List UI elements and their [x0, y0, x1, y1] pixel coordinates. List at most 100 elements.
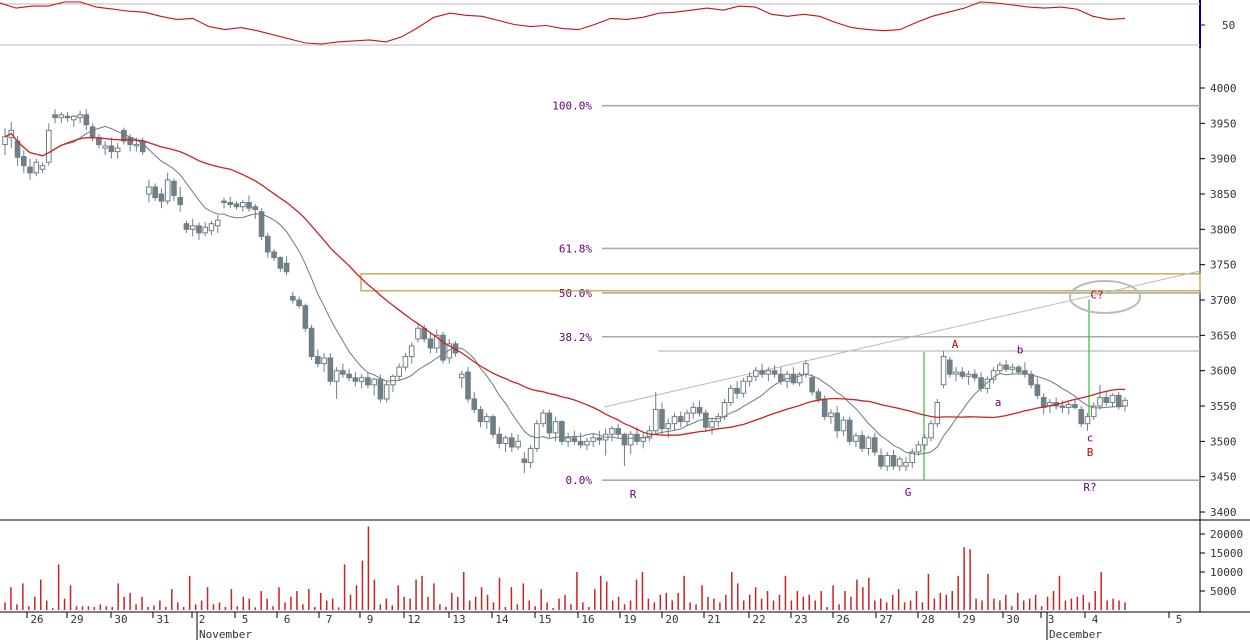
candle-body — [821, 398, 828, 418]
date-label: 16 — [581, 613, 594, 626]
volume-tick-label: 15000 — [1210, 547, 1243, 560]
date-label: 23 — [794, 613, 807, 626]
candle-body — [39, 165, 46, 170]
candle-body — [102, 145, 108, 149]
price-tick-label: 3450 — [1210, 471, 1237, 484]
date-label: 30 — [114, 613, 127, 626]
date-label: 22 — [752, 613, 765, 626]
candle-body — [164, 179, 171, 202]
candle-body — [609, 428, 615, 435]
candle-body — [740, 380, 747, 394]
candle-body — [571, 437, 578, 442]
candle-body — [640, 437, 647, 442]
candle-body — [440, 334, 446, 361]
candle-body — [803, 363, 809, 375]
date-label: 7 — [326, 613, 333, 626]
candle-body — [189, 225, 196, 230]
candle-body — [1072, 404, 1078, 408]
date-label: 14 — [495, 613, 509, 626]
candle-body — [765, 370, 772, 375]
candle-body — [627, 433, 634, 446]
date-label: 26 — [836, 613, 849, 626]
wave-label: C? — [1090, 289, 1103, 302]
candle-body — [1122, 399, 1128, 407]
price-tick-label: 3800 — [1210, 223, 1237, 236]
date-label: 20 — [665, 613, 678, 626]
candle-body — [415, 327, 421, 340]
volume-tick-label: 10000 — [1210, 566, 1243, 579]
wave-label: G — [905, 486, 912, 499]
candle-body — [521, 458, 528, 464]
candle-body — [546, 412, 553, 434]
candle-body — [315, 356, 321, 365]
candle-body — [527, 447, 534, 464]
candle-body — [208, 223, 215, 232]
candle-body — [471, 398, 478, 411]
candle-body — [878, 454, 884, 467]
volume-tick-label: 20000 — [1210, 528, 1243, 541]
candle-body — [202, 226, 209, 234]
candle-body — [696, 406, 703, 414]
wave-label: c — [1087, 431, 1094, 444]
candle-body — [358, 377, 365, 382]
candle-body — [1034, 384, 1041, 396]
date-label: 4 — [1092, 613, 1099, 626]
candle-body — [552, 421, 559, 434]
price-tick-label: 3750 — [1210, 259, 1237, 272]
candle-body — [89, 126, 96, 138]
candle-body — [903, 462, 909, 467]
candle-body — [753, 370, 759, 377]
candle-body — [865, 437, 872, 449]
candle-body — [483, 416, 490, 423]
date-label: 19 — [623, 613, 636, 626]
candle-body — [915, 444, 922, 453]
price-tick-label: 3850 — [1210, 188, 1237, 201]
candle-body — [114, 147, 121, 153]
candle-body — [621, 433, 628, 446]
fibonacci-level-label: 100.0% — [552, 100, 592, 113]
candle-body — [709, 421, 715, 428]
candle-body — [1103, 397, 1110, 403]
candle-body — [346, 373, 352, 379]
candle-body — [1059, 405, 1066, 408]
candle-body — [402, 356, 409, 368]
fibonacci-level-label: 50.0% — [559, 287, 592, 300]
candle-body — [264, 235, 271, 253]
candle-body — [859, 435, 866, 449]
target-ellipse — [1069, 280, 1141, 314]
candle-body — [884, 454, 891, 467]
candle-body — [809, 377, 815, 393]
candle-body — [659, 409, 665, 430]
candle-body — [834, 412, 840, 432]
candle-body — [27, 166, 33, 174]
wave-label: b — [1017, 344, 1024, 357]
candle-body — [953, 371, 959, 375]
trend-line — [603, 270, 1201, 408]
candle-body — [947, 359, 953, 375]
candle-body — [433, 334, 440, 349]
candle-body — [615, 428, 621, 435]
date-label: 29 — [962, 613, 975, 626]
candles-group — [2, 109, 1128, 474]
candle-body — [1040, 397, 1047, 408]
fibonacci-level-label: 38.2% — [559, 331, 592, 344]
candle-body — [590, 437, 596, 442]
fast-moving-average — [4, 125, 1126, 455]
candle-body — [252, 206, 259, 211]
candle-body — [20, 156, 27, 167]
date-label: 21 — [707, 613, 720, 626]
wave-label: B — [1087, 446, 1094, 459]
candle-body — [321, 357, 327, 365]
candle-body — [965, 373, 972, 377]
candle-body — [771, 370, 778, 375]
candle-body — [246, 201, 252, 209]
candle-body — [227, 201, 234, 206]
candle-body — [702, 412, 709, 428]
candle-body — [1090, 405, 1097, 418]
candle-body — [721, 401, 728, 418]
candle-body — [58, 114, 65, 119]
price-tick-label: 3550 — [1210, 400, 1237, 413]
candle-body — [1078, 409, 1085, 425]
candle-body — [534, 423, 540, 449]
